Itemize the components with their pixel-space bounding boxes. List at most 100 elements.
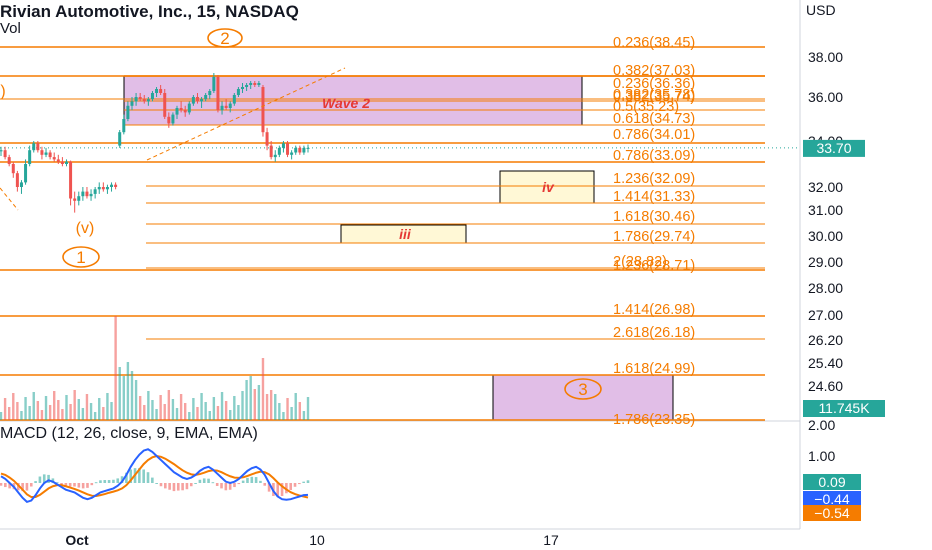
volume-bar	[298, 402, 302, 420]
candle-body	[11, 164, 15, 174]
candle-body	[122, 119, 126, 133]
volume-bar	[40, 410, 44, 420]
volume-bar	[89, 403, 93, 420]
fib-level-label: 0.382(37.03)	[613, 63, 695, 79]
volume-bar	[110, 402, 113, 420]
candle-body	[44, 152, 48, 155]
candle-body	[24, 164, 28, 183]
price-tick-label: 25.40	[808, 355, 843, 371]
price-tick-label: 32.00	[808, 179, 843, 195]
volume-bar	[151, 400, 154, 420]
volume-bar	[85, 394, 89, 420]
macd-histogram-bar	[280, 483, 284, 496]
macd-title: MACD (12, 26, close, 9, EMA, EMA)	[0, 425, 258, 442]
candle-body	[245, 85, 249, 87]
macd-histogram-bar	[164, 483, 167, 489]
candle-body	[204, 95, 208, 100]
macd-histogram-bar	[185, 483, 189, 490]
volume-bar	[216, 406, 220, 420]
volume-bar	[126, 362, 130, 420]
volume-bar	[155, 409, 158, 420]
wave-paren-label: )	[0, 83, 5, 100]
macd-histogram-bar	[38, 476, 42, 483]
fib-level-label: 0.236(38.45)	[613, 35, 695, 51]
candle-body	[32, 143, 36, 151]
candle-body	[19, 182, 23, 187]
candle-body	[126, 105, 130, 119]
volume-bar	[261, 358, 265, 420]
macd-histogram-bar	[68, 483, 72, 487]
candle-body	[56, 159, 60, 162]
volume-bar	[175, 408, 179, 420]
price-tick-label: 30.00	[808, 228, 843, 244]
volume-bar	[302, 411, 306, 420]
macd-histogram-bar	[81, 483, 85, 489]
fib-level-label: 1.236(32.09)	[613, 171, 695, 187]
current-price-label: 33.70	[816, 140, 851, 156]
candle-body	[159, 89, 163, 93]
macd-histogram-bar	[151, 477, 154, 483]
macd-histogram-bar	[112, 479, 115, 483]
macd-histogram-bar	[159, 483, 163, 487]
volume-bar	[253, 389, 256, 420]
price-tick-label: 2.00	[808, 417, 835, 433]
candle-body	[138, 97, 142, 100]
volume-bar	[224, 401, 228, 420]
macd-histogram-bar	[77, 483, 81, 488]
fib-level-label: 0.786(34.01)	[613, 127, 695, 143]
candle-body	[93, 189, 97, 194]
macd-histogram-bar	[8, 483, 11, 489]
macd-histogram-bar	[29, 483, 33, 487]
fib-level-label: 0.618(34.73)	[613, 111, 695, 127]
candle-body	[118, 132, 122, 146]
macd-histogram-bar	[181, 483, 184, 491]
volume-bar	[179, 394, 183, 420]
candle-body	[286, 143, 290, 155]
macd-histogram-bar	[207, 478, 210, 483]
macd-value-badge	[803, 491, 861, 507]
volume-bar	[77, 399, 80, 420]
volume-bar	[212, 397, 216, 420]
volume-bar	[200, 393, 203, 420]
macd-histogram-bar	[215, 483, 219, 486]
candle-body	[249, 83, 253, 85]
volume-bar	[204, 402, 207, 420]
macd-line	[0, 448, 309, 504]
fib-level-label: 0.786(33.09)	[613, 148, 695, 164]
time-tick-label: 10	[309, 532, 325, 548]
candle-body	[0, 150, 3, 152]
candle-body	[208, 91, 212, 95]
candle-body	[224, 105, 228, 108]
macd-value-label: −0.54	[814, 505, 850, 521]
candle-body	[294, 147, 298, 153]
macd-value-badge	[803, 474, 861, 490]
candle-body	[220, 105, 224, 111]
price-tick-label: 29.00	[808, 254, 843, 270]
macd-histogram-bar	[298, 483, 301, 485]
volume-bar	[81, 408, 85, 420]
candle-body	[28, 150, 32, 164]
candle-body	[298, 147, 302, 153]
macd-histogram-bar	[16, 483, 20, 491]
candle-body	[130, 101, 134, 106]
macd-histogram-bar	[211, 482, 215, 484]
candle-body	[191, 97, 195, 104]
candle-body	[269, 145, 273, 158]
volume-bar	[61, 409, 64, 420]
macd-histogram-bar	[103, 480, 107, 483]
time-tick-label: 17	[543, 532, 559, 548]
macd-histogram-bar	[120, 476, 124, 483]
macd-histogram-bar	[285, 483, 288, 494]
candle-body	[163, 93, 167, 117]
candle-body	[232, 95, 236, 104]
macd-histogram-bar	[233, 483, 236, 488]
candle-body	[101, 187, 105, 190]
wave-paren-label: (v)	[76, 220, 95, 237]
fib-level-label: 1.414(26.98)	[613, 302, 695, 318]
volume-bar	[286, 398, 289, 420]
macd-histogram-bar	[129, 469, 133, 483]
candle-body	[257, 83, 261, 85]
candle-body	[216, 77, 220, 111]
chart-title: Rivian Automotive, Inc., 15, NASDAQ	[0, 2, 299, 21]
